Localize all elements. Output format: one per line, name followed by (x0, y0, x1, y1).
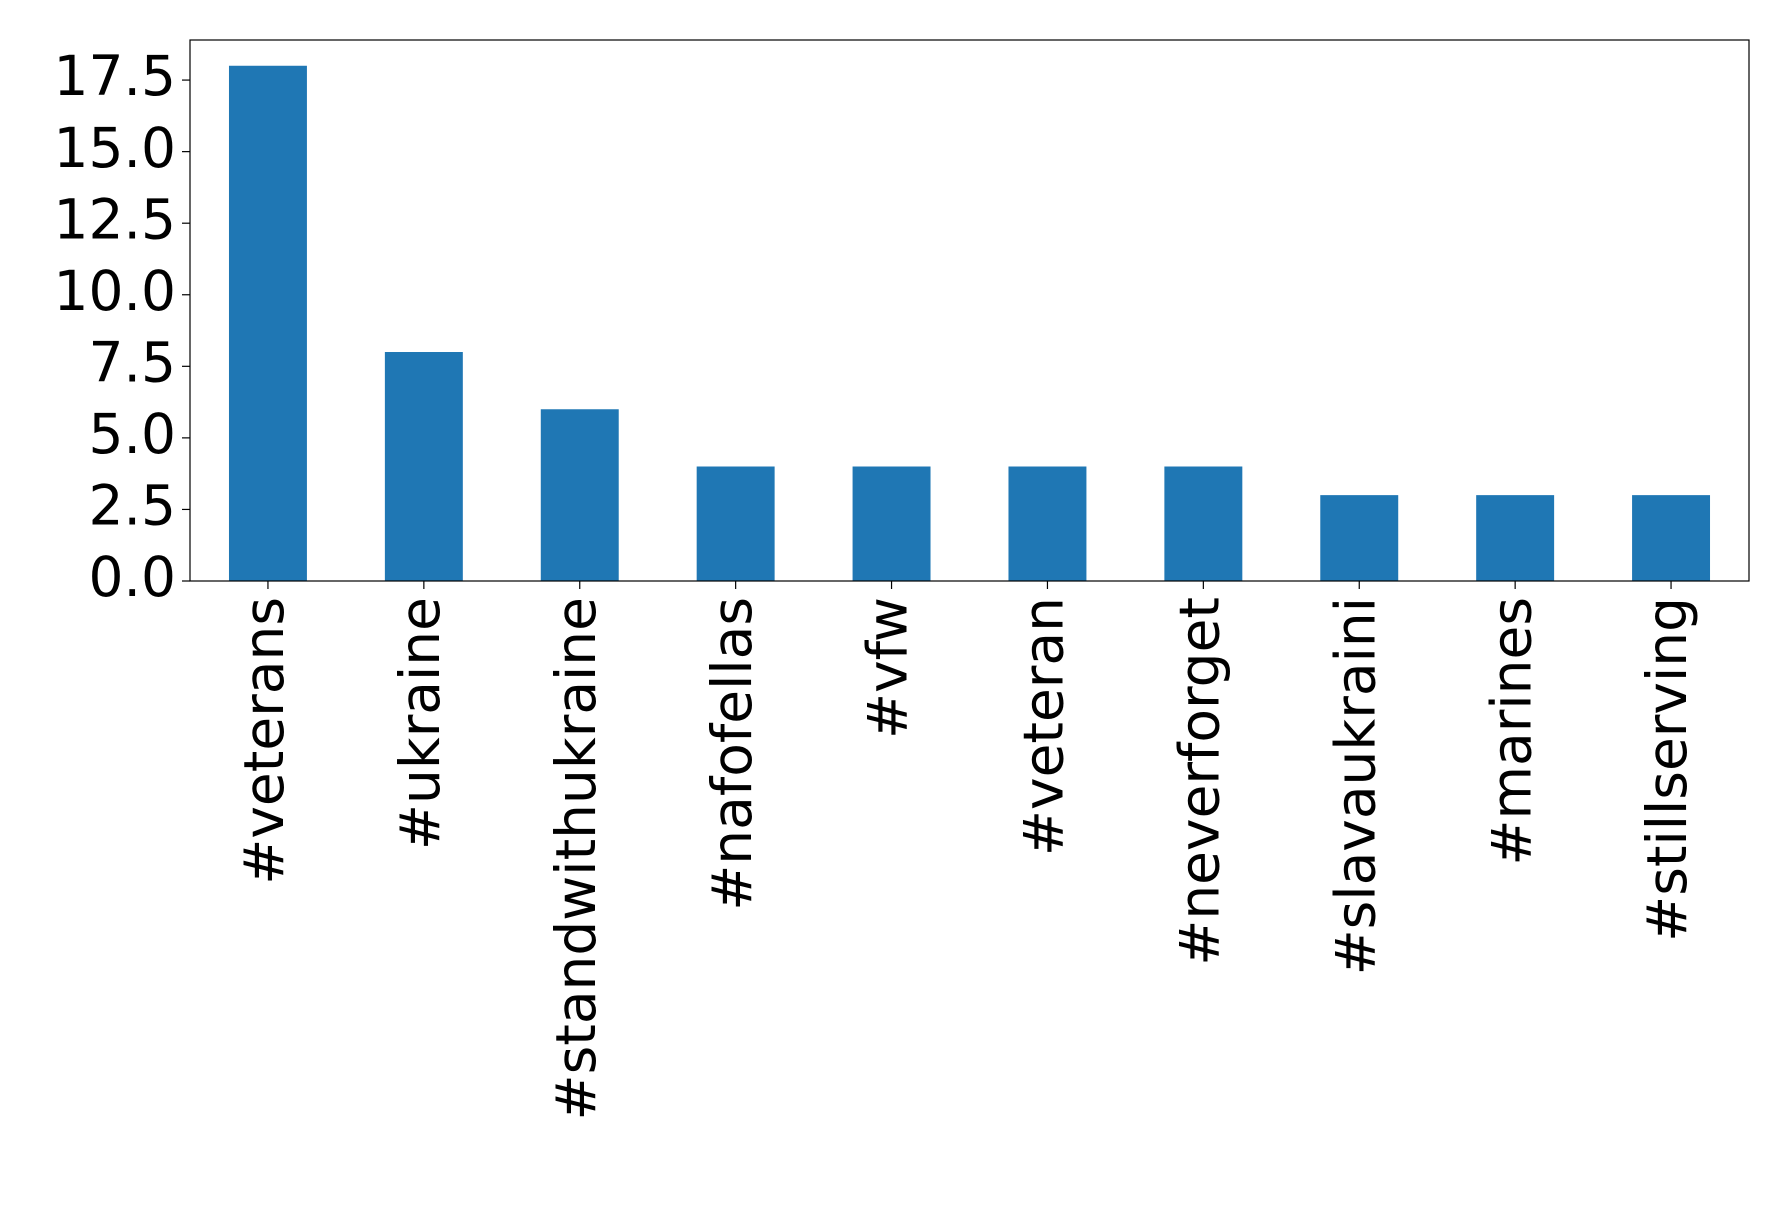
x-tick-label: #slavaukraini (1323, 597, 1387, 975)
bar (1476, 495, 1555, 581)
bar (228, 65, 307, 581)
x-tick-label: #nafofellas (700, 597, 764, 911)
x-tick-label: #stillserving (1635, 597, 1699, 942)
y-tick-label: 5.0 (89, 402, 176, 466)
x-tick-label: #vfw (856, 597, 920, 739)
x-tick-label: #veteran (1012, 597, 1076, 856)
bar (1320, 495, 1399, 581)
bar (696, 466, 775, 581)
bar (1632, 495, 1711, 581)
x-tick-label: #neverforget (1167, 597, 1231, 966)
bar (384, 352, 463, 581)
y-tick-label: 12.5 (54, 187, 176, 251)
axes-frame (189, 39, 1750, 582)
y-tick-label: 0.0 (89, 545, 176, 609)
y-tick-label: 15.0 (54, 116, 176, 180)
x-tick-label: #standwithukraine (544, 597, 608, 1120)
y-tick-label: 10.0 (54, 259, 176, 323)
bar (1008, 466, 1087, 581)
bar (540, 409, 619, 581)
y-tick-label: 2.5 (89, 474, 176, 538)
bar (1164, 466, 1243, 581)
x-tick-label: #marines (1479, 597, 1543, 866)
x-tick-label: #ukraine (388, 597, 452, 850)
x-tick-label: #veterans (232, 597, 296, 885)
y-tick-label: 7.5 (89, 330, 176, 394)
y-tick-label: 17.5 (54, 44, 176, 108)
bar (852, 466, 931, 581)
